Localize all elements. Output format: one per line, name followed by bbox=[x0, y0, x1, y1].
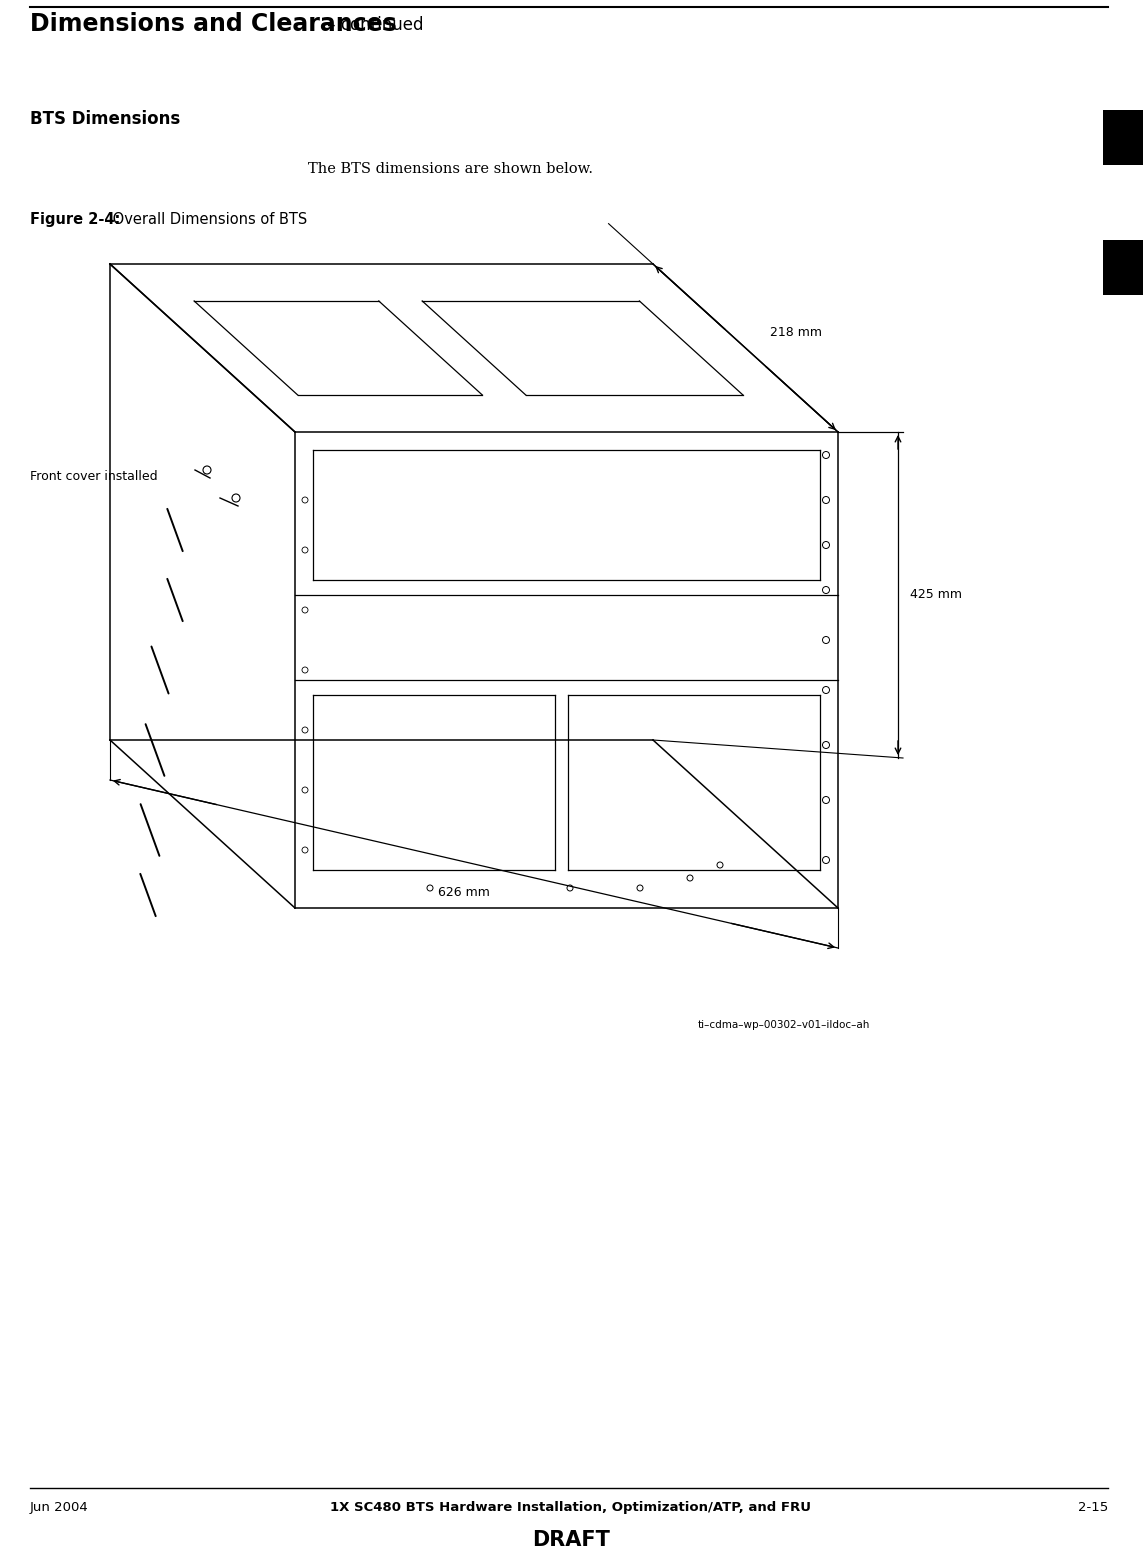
Text: – continued: – continued bbox=[322, 16, 424, 34]
Text: Dimensions and Clearances: Dimensions and Clearances bbox=[30, 12, 397, 36]
Text: Jun 2004: Jun 2004 bbox=[30, 1501, 89, 1515]
Text: Figure 2-4:: Figure 2-4: bbox=[30, 212, 120, 228]
Text: 218 mm: 218 mm bbox=[770, 326, 823, 340]
Text: The BTS dimensions are shown below.: The BTS dimensions are shown below. bbox=[307, 162, 592, 176]
Text: ti–cdma–wp–00302–v01–ildoc–ah: ti–cdma–wp–00302–v01–ildoc–ah bbox=[697, 1020, 870, 1030]
Text: 1X SC480 BTS Hardware Installation, Optimization/ATP, and FRU: 1X SC480 BTS Hardware Installation, Opti… bbox=[330, 1501, 812, 1515]
Text: 2: 2 bbox=[1117, 248, 1129, 268]
Bar bbox=[1103, 240, 1143, 295]
Text: BTS Dimensions: BTS Dimensions bbox=[30, 111, 181, 128]
Text: Front cover installed: Front cover installed bbox=[30, 470, 158, 484]
Text: 626 mm: 626 mm bbox=[438, 886, 490, 899]
Text: Overall Dimensions of BTS: Overall Dimensions of BTS bbox=[107, 212, 307, 228]
Bar bbox=[1103, 111, 1143, 165]
Text: DRAFT: DRAFT bbox=[531, 1530, 610, 1551]
Text: 425 mm: 425 mm bbox=[910, 588, 962, 602]
Text: 2-15: 2-15 bbox=[1078, 1501, 1108, 1515]
